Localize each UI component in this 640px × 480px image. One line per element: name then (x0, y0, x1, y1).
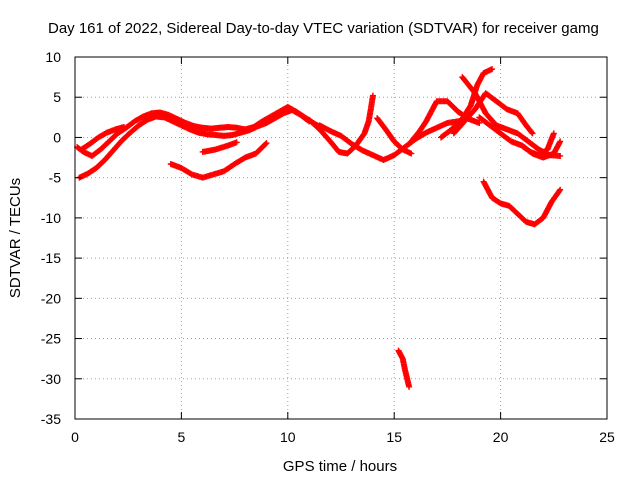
grid-lines (75, 57, 607, 419)
data-point (263, 140, 270, 147)
data-point (557, 138, 564, 145)
y-axis-label: SDTVAR / TECUs (7, 178, 24, 298)
y-tick-label: -15 (41, 250, 61, 266)
data-point (120, 123, 127, 130)
data-point (262, 141, 269, 148)
x-tick-label: 5 (178, 429, 186, 445)
series-arc4 (167, 140, 270, 181)
y-tick-label: -35 (41, 411, 61, 427)
series-arc6 (306, 92, 376, 157)
plot-area (74, 66, 564, 390)
plot-border (74, 56, 608, 420)
series-arc5 (199, 139, 240, 155)
x-tick-label: 15 (386, 429, 402, 445)
y-tick-label: -10 (41, 210, 61, 226)
x-tick-label: 20 (493, 429, 509, 445)
data-point (233, 139, 240, 146)
data-point (489, 66, 496, 73)
y-tick-label: 5 (53, 89, 61, 105)
y-tick-label: -5 (49, 170, 62, 186)
data-point (557, 186, 564, 193)
data-point (406, 383, 413, 390)
data-point (408, 150, 415, 157)
x-tick-label: 0 (71, 429, 79, 445)
y-tick-label: 0 (53, 129, 61, 145)
data-point (528, 129, 535, 136)
y-tick-label: -25 (41, 331, 61, 347)
series-arc15 (480, 178, 564, 228)
series-arc12 (459, 74, 564, 159)
y-tick-label: -20 (41, 290, 61, 306)
data-point (550, 130, 557, 137)
axis-ticks: 0 5 10 15 20 25 -35 -30 -25 -20 -15 -10 -5 0 5 10 (41, 49, 615, 445)
y-tick-label: -30 (41, 371, 61, 387)
series-arc3 (78, 123, 127, 153)
x-axis-label: GPS time / hours (283, 458, 397, 475)
data-point (556, 187, 563, 194)
series-arc14 (518, 130, 557, 159)
chart-title: Day 161 of 2022, Sidereal Day-to-day VTE… (48, 20, 599, 37)
series-arc16 (395, 347, 413, 390)
data-point (529, 130, 536, 137)
series-arc8 (374, 115, 415, 157)
data-point (369, 92, 376, 99)
x-tick-label: 25 (599, 429, 615, 445)
x-tick-label: 10 (280, 429, 296, 445)
data-point (476, 119, 483, 126)
data-point (557, 152, 564, 159)
y-tick-label: 10 (45, 49, 61, 65)
series-arc2 (76, 107, 313, 181)
